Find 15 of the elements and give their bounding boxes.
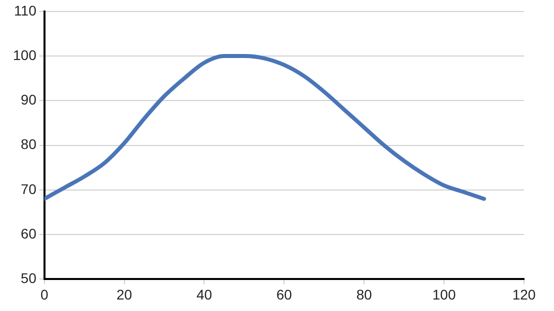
y-tick-label: 80 [20, 136, 37, 152]
x-tick-label: 40 [196, 286, 212, 302]
x-tick-label: 20 [116, 286, 132, 302]
y-tick-label: 70 [20, 180, 37, 197]
x-tick-label: 100 [432, 286, 456, 302]
y-tick-label: 100 [13, 46, 37, 63]
x-tick-label: 60 [276, 286, 292, 302]
y-tick-label: 60 [20, 225, 37, 242]
y-tick-label: 50 [20, 270, 37, 286]
y-tick-label: 90 [20, 92, 37, 108]
x-tick-label: 0 [40, 286, 48, 302]
y-tick-label: 110 [14, 2, 37, 18]
x-tick-label: 120 [512, 286, 536, 302]
x-tick-label: 80 [356, 286, 372, 302]
line-series [44, 54, 486, 201]
